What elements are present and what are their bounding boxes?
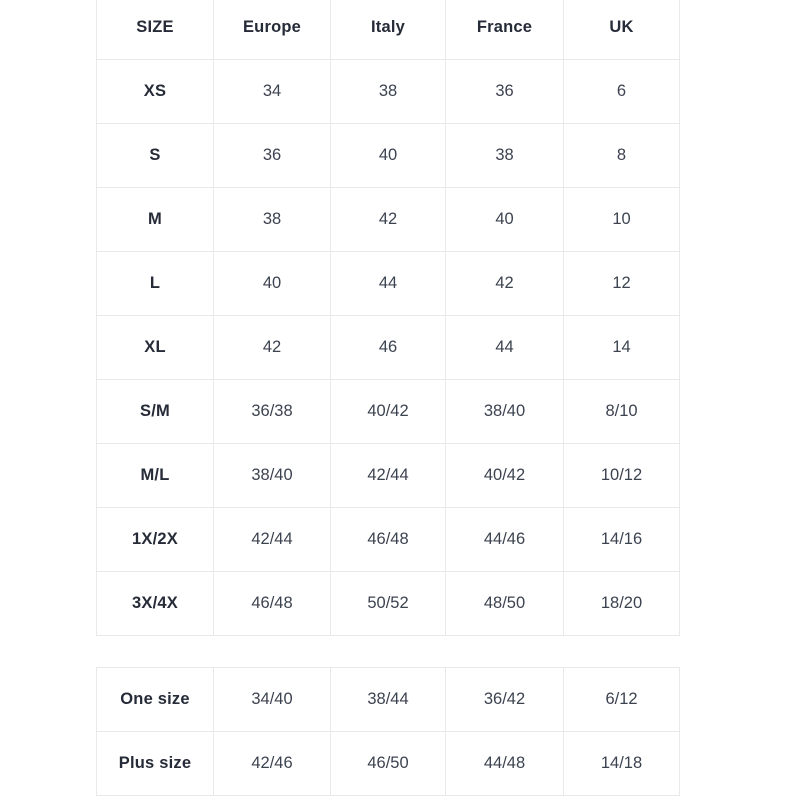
cell-size: S bbox=[96, 123, 214, 188]
cell-france: 44/46 bbox=[445, 507, 564, 572]
cell-france: 44 bbox=[445, 315, 564, 380]
cell-france: 36 bbox=[445, 59, 564, 124]
cell-size: XS bbox=[96, 59, 214, 124]
table-row: 3X/4X 46/48 50/52 48/50 18/20 bbox=[96, 571, 680, 636]
cell-france: 40/42 bbox=[445, 443, 564, 508]
cell-uk: 14 bbox=[563, 315, 680, 380]
cell-uk: 14/18 bbox=[563, 731, 680, 796]
table-row: M 38 42 40 10 bbox=[96, 187, 680, 252]
cell-size: S/M bbox=[96, 379, 214, 444]
cell-france: 40 bbox=[445, 187, 564, 252]
cell-europe: 46/48 bbox=[213, 571, 331, 636]
cell-italy: 50/52 bbox=[330, 571, 446, 636]
cell-uk: 14/16 bbox=[563, 507, 680, 572]
table-row: S 36 40 38 8 bbox=[96, 123, 680, 188]
cell-size: M bbox=[96, 187, 214, 252]
table-row: Plus size 42/46 46/50 44/48 14/18 bbox=[96, 731, 680, 796]
column-header-france: France bbox=[445, 0, 564, 60]
cell-france: 38 bbox=[445, 123, 564, 188]
cell-uk: 10/12 bbox=[563, 443, 680, 508]
table-row: S/M 36/38 40/42 38/40 8/10 bbox=[96, 379, 680, 444]
column-header-uk: UK bbox=[563, 0, 680, 60]
cell-size: 1X/2X bbox=[96, 507, 214, 572]
table-body: XS 34 38 36 6 S 36 40 38 8 M 38 42 40 10 bbox=[96, 59, 680, 636]
table-row: XS 34 38 36 6 bbox=[96, 59, 680, 124]
cell-france: 42 bbox=[445, 251, 564, 316]
column-header-italy: Italy bbox=[330, 0, 446, 60]
column-header-size: SIZE bbox=[96, 0, 214, 60]
cell-italy: 46/48 bbox=[330, 507, 446, 572]
cell-size: One size bbox=[96, 667, 214, 732]
cell-size: XL bbox=[96, 315, 214, 380]
table-row: XL 42 46 44 14 bbox=[96, 315, 680, 380]
cell-size: Plus size bbox=[96, 731, 214, 796]
table-row: L 40 44 42 12 bbox=[96, 251, 680, 316]
cell-uk: 10 bbox=[563, 187, 680, 252]
cell-uk: 8 bbox=[563, 123, 680, 188]
table-row: One size 34/40 38/44 36/42 6/12 bbox=[96, 667, 680, 732]
cell-italy: 44 bbox=[330, 251, 446, 316]
cell-italy: 46 bbox=[330, 315, 446, 380]
cell-uk: 12 bbox=[563, 251, 680, 316]
cell-france: 44/48 bbox=[445, 731, 564, 796]
cell-size: 3X/4X bbox=[96, 571, 214, 636]
cell-europe: 38 bbox=[213, 187, 331, 252]
cell-europe: 42/46 bbox=[213, 731, 331, 796]
one-size-plus-size-table: One size 34/40 38/44 36/42 6/12 Plus siz… bbox=[96, 667, 680, 796]
cell-france: 38/40 bbox=[445, 379, 564, 444]
cell-uk: 18/20 bbox=[563, 571, 680, 636]
table-row: M/L 38/40 42/44 40/42 10/12 bbox=[96, 443, 680, 508]
cell-uk: 6 bbox=[563, 59, 680, 124]
cell-europe: 42 bbox=[213, 315, 331, 380]
cell-italy: 40/42 bbox=[330, 379, 446, 444]
table-header-row: SIZE Europe Italy France UK bbox=[96, 0, 680, 60]
cell-italy: 38/44 bbox=[330, 667, 446, 732]
table-header: SIZE Europe Italy France UK bbox=[96, 0, 680, 60]
cell-france: 36/42 bbox=[445, 667, 564, 732]
cell-france: 48/50 bbox=[445, 571, 564, 636]
cell-italy: 38 bbox=[330, 59, 446, 124]
cell-uk: 8/10 bbox=[563, 379, 680, 444]
cell-europe: 40 bbox=[213, 251, 331, 316]
column-header-europe: Europe bbox=[213, 0, 331, 60]
cell-italy: 42/44 bbox=[330, 443, 446, 508]
cell-europe: 38/40 bbox=[213, 443, 331, 508]
cell-europe: 34/40 bbox=[213, 667, 331, 732]
cell-italy: 42 bbox=[330, 187, 446, 252]
cell-uk: 6/12 bbox=[563, 667, 680, 732]
cell-size: M/L bbox=[96, 443, 214, 508]
cell-italy: 46/50 bbox=[330, 731, 446, 796]
cell-europe: 36 bbox=[213, 123, 331, 188]
cell-europe: 36/38 bbox=[213, 379, 331, 444]
table-row: 1X/2X 42/44 46/48 44/46 14/16 bbox=[96, 507, 680, 572]
size-conversion-table: SIZE Europe Italy France UK XS 34 38 36 … bbox=[96, 0, 680, 636]
cell-italy: 40 bbox=[330, 123, 446, 188]
cell-europe: 42/44 bbox=[213, 507, 331, 572]
table-body: One size 34/40 38/44 36/42 6/12 Plus siz… bbox=[96, 667, 680, 796]
cell-europe: 34 bbox=[213, 59, 331, 124]
cell-size: L bbox=[96, 251, 214, 316]
